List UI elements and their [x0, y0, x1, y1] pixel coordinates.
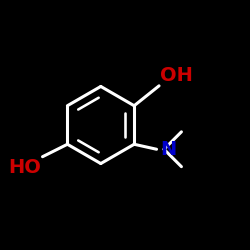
Text: OH: OH: [160, 66, 193, 84]
Text: N: N: [160, 140, 176, 159]
Text: HO: HO: [8, 158, 41, 177]
